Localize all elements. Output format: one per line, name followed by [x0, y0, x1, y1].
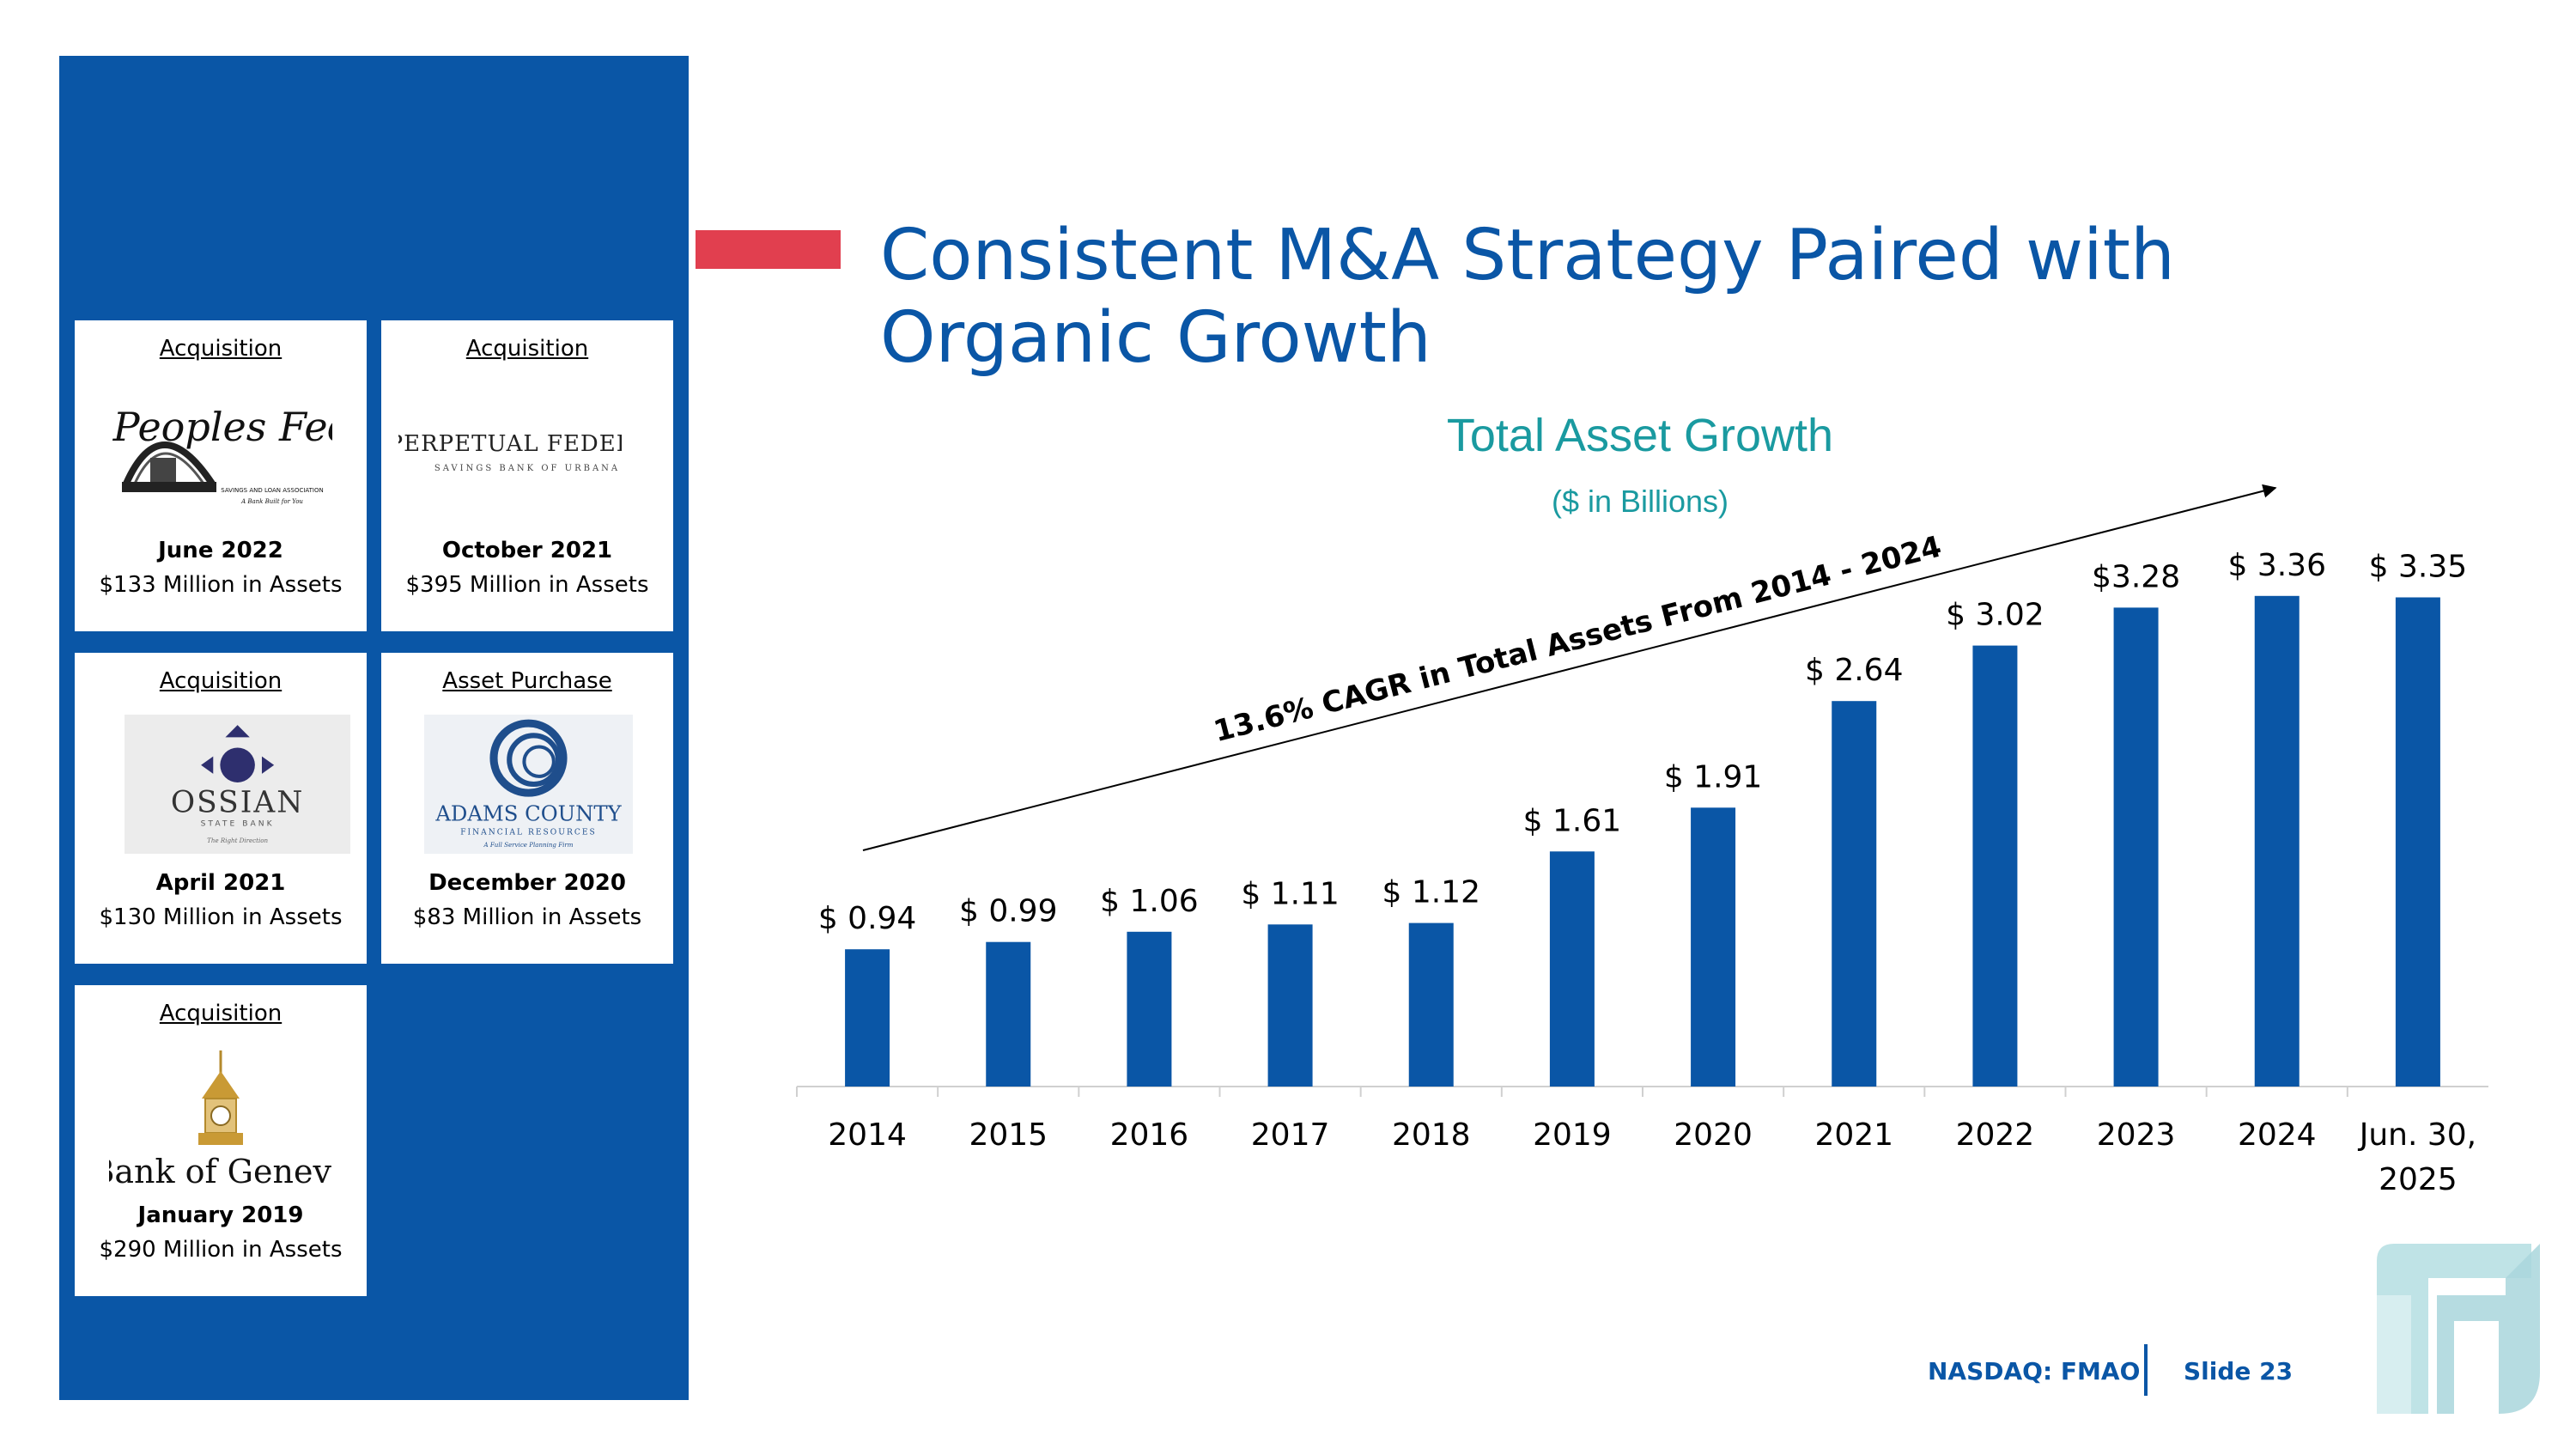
svg-text:STATE BANK: STATE BANK — [201, 820, 275, 829]
bar-4 — [1408, 922, 1454, 1087]
category-label-7: 2021 — [1814, 1117, 1893, 1153]
card-date: June 2022 — [158, 538, 283, 563]
accent-bar — [696, 230, 841, 269]
data-label-11: $ 3.35 — [2369, 550, 2468, 585]
bar-1 — [986, 941, 1031, 1087]
acquisition-card-ossian-state-bank: Acquisition OSSIAN STATE BANK The Right … — [75, 653, 367, 964]
bar-0 — [845, 949, 890, 1087]
category-label-5: 2019 — [1533, 1117, 1612, 1153]
bank-of-geneva-logo: Bank of Geneva — [109, 1050, 332, 1190]
bar-2 — [1127, 931, 1172, 1087]
data-label-7: $ 2.64 — [1805, 653, 1904, 688]
data-label-2: $ 1.06 — [1100, 884, 1199, 919]
footer-divider — [2144, 1344, 2148, 1396]
bar-7 — [1832, 701, 1877, 1087]
data-label-4: $ 1.12 — [1382, 875, 1480, 910]
page-title: Consistent M&A Strategy Paired with Orga… — [880, 215, 2175, 379]
data-label-6: $ 1.91 — [1664, 759, 1763, 795]
category-label-11: 2025 — [2379, 1162, 2458, 1197]
card-assets: $133 Million in Assets — [99, 572, 343, 598]
card-kind: Acquisition — [159, 668, 283, 694]
ossian-state-bank-logo: OSSIAN STATE BANK The Right Direction — [125, 715, 351, 854]
card-assets: $395 Million in Assets — [405, 572, 649, 598]
bar-8 — [1972, 645, 2018, 1087]
data-label-8: $ 3.02 — [1946, 598, 2044, 633]
slide-number: Slide 23 — [2184, 1357, 2293, 1385]
chart-subtitle: ($ in Billions) — [1551, 484, 1729, 519]
category-label-8: 2022 — [1956, 1117, 2035, 1153]
svg-text:ADAMS COUNTY: ADAMS COUNTY — [434, 801, 622, 826]
svg-text:A Bank Built for You: A Bank Built for You — [240, 498, 303, 505]
card-kind: Acquisition — [465, 336, 589, 362]
data-label-3: $ 1.11 — [1241, 876, 1340, 911]
acquisition-card-bank-of-geneva: Acquisition Bank of Geneva January 2019 … — [75, 985, 367, 1296]
bar-10 — [2254, 595, 2300, 1087]
farmers-merchants-corner-logo — [2377, 1244, 2540, 1414]
category-label-6: 2020 — [1674, 1117, 1753, 1153]
bar-5 — [1549, 851, 1595, 1087]
card-assets: $290 Million in Assets — [99, 1237, 343, 1263]
card-assets: $83 Million in Assets — [412, 904, 642, 930]
category-label-1: 2015 — [969, 1117, 1048, 1153]
data-label-0: $ 0.94 — [818, 901, 917, 936]
category-label-10: 2024 — [2238, 1117, 2317, 1153]
perpetual-federal-logo: Perpetual Federal SAVINGS BANK OF URBANA — [398, 431, 622, 473]
footer-ticker: NASDAQ: FMAO — [1928, 1357, 2141, 1385]
adams-county-logo: ADAMS COUNTY FINANCIAL RESOURCES A Full … — [424, 715, 633, 854]
asset-purchase-card-adams-county: Asset Purchase ADAMS COUNTY FINANCIAL RE… — [381, 653, 673, 964]
svg-text:SAVINGS AND LOAN ASSOCIATION: SAVINGS AND LOAN ASSOCIATION — [221, 487, 324, 494]
acquisition-card-peoples-federal: Acquisition Peoples Federal SAVINGS AND … — [75, 320, 367, 631]
bar-3 — [1267, 924, 1313, 1087]
card-date: October 2021 — [441, 538, 613, 563]
category-label-11: Jun. 30, — [2358, 1117, 2476, 1153]
peoples-federal-logo: Peoples Federal SAVINGS AND LOAN ASSOCIA… — [112, 404, 332, 505]
svg-text:SAVINGS BANK OF URBANA: SAVINGS BANK OF URBANA — [434, 464, 620, 473]
card-assets: $130 Million in Assets — [99, 904, 343, 930]
bar-11 — [2395, 597, 2440, 1087]
svg-text:OSSIAN: OSSIAN — [171, 785, 304, 819]
svg-text:The Right Direction: The Right Direction — [207, 837, 268, 844]
card-kind: Acquisition — [159, 1001, 283, 1026]
card-date: December 2020 — [428, 870, 626, 896]
card-kind: Acquisition — [159, 336, 283, 362]
cagr-arrow — [862, 484, 2277, 851]
svg-text:Peoples Federal: Peoples Federal — [112, 404, 332, 450]
svg-text:A Full Service Planning Firm: A Full Service Planning Firm — [483, 841, 574, 849]
data-label-10: $ 3.36 — [2227, 548, 2326, 583]
data-label-5: $ 1.61 — [1523, 803, 1622, 838]
category-label-9: 2023 — [2097, 1117, 2176, 1153]
svg-text:FINANCIAL RESOURCES: FINANCIAL RESOURCES — [460, 829, 597, 837]
category-label-2: 2016 — [1110, 1117, 1189, 1153]
svg-text:Bank of Geneva: Bank of Geneva — [109, 1153, 332, 1190]
category-label-0: 2014 — [828, 1117, 907, 1153]
category-label-4: 2018 — [1392, 1117, 1471, 1153]
card-date: January 2019 — [137, 1202, 304, 1228]
card-date: April 2021 — [155, 870, 286, 896]
chart-title: Total Asset Growth — [1446, 410, 1834, 461]
acquisition-card-perpetual-federal: Acquisition Perpetual Federal SAVINGS BA… — [381, 320, 673, 631]
category-label-3: 2017 — [1251, 1117, 1330, 1153]
svg-text:Perpetual Federal: Perpetual Federal — [398, 431, 622, 457]
data-label-1: $ 0.99 — [959, 894, 1058, 929]
bar-6 — [1691, 807, 1736, 1087]
bar-9 — [2113, 607, 2159, 1087]
data-label-9: $3.28 — [2092, 559, 2180, 594]
card-kind: Asset Purchase — [442, 668, 612, 694]
